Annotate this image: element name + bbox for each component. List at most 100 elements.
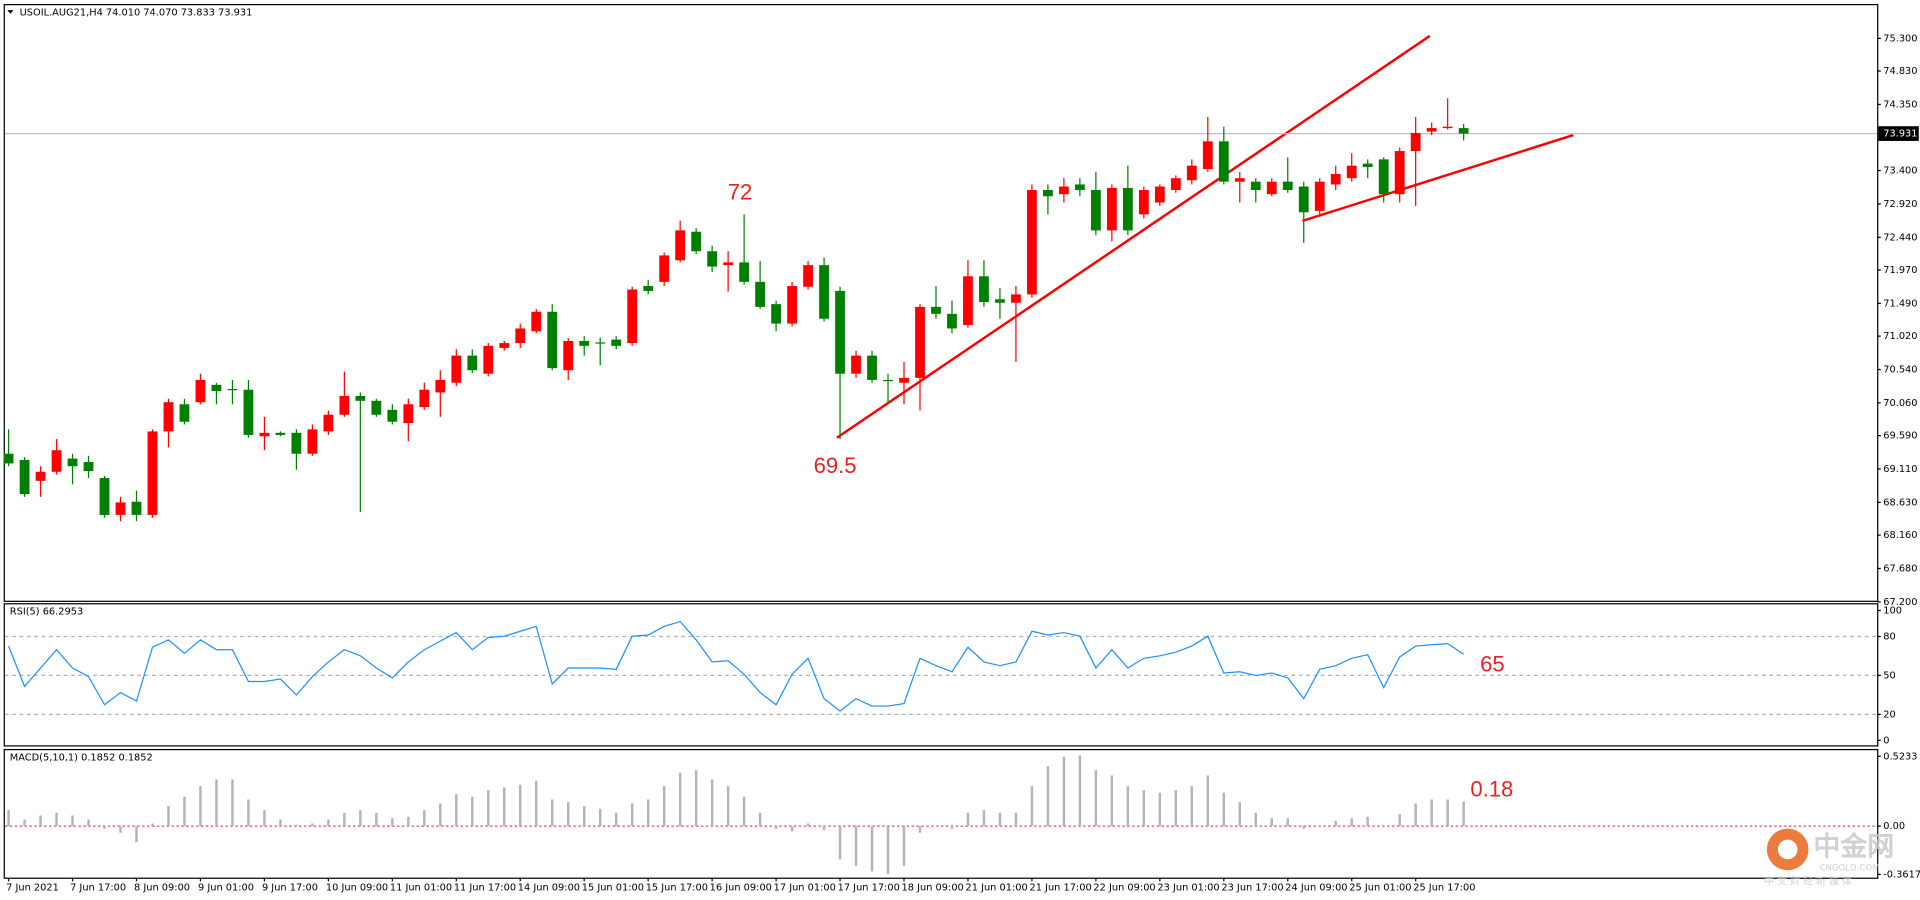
candle-body (867, 355, 877, 380)
x-tick-label: 15 Jun 17:00 (646, 882, 708, 893)
candle-body (163, 402, 174, 432)
candle-body (739, 262, 750, 282)
candle-body (851, 355, 861, 374)
candle-body (83, 462, 94, 472)
rsi-header: RSI(5) 66.2953 (10, 607, 83, 618)
candle-body (99, 478, 110, 515)
y-tick-label: 68.160 (1883, 530, 1917, 541)
candle-body (835, 290, 845, 374)
x-tick-label: 11 Jun 01:00 (390, 882, 452, 893)
candle-body (435, 379, 446, 393)
candle-body (771, 304, 781, 324)
candle-body (1282, 181, 1293, 191)
candle-body (611, 339, 622, 346)
y-tick-label: 74.830 (1883, 66, 1917, 77)
y-tick-label: 67.680 (1883, 563, 1917, 574)
menu-arrow (7, 10, 14, 14)
y-tick-label: 71.490 (1883, 298, 1917, 309)
trend-line (836, 34, 1431, 439)
y-tick-label: 73.400 (1883, 166, 1917, 177)
candle-body (675, 230, 686, 261)
rsi-line (8, 620, 1464, 712)
candle-body (515, 328, 526, 344)
candle-body (3, 453, 14, 464)
y-tick-label: 72.440 (1883, 232, 1917, 243)
x-tick-label: 16 Jun 09:00 (710, 882, 772, 893)
candle-body (531, 311, 542, 332)
candle-body (451, 355, 462, 383)
x-tick-label: 18 Jun 09:00 (902, 882, 964, 893)
candle-body (147, 431, 158, 515)
annotation: 69.5 (814, 453, 857, 478)
annotation: 0.18 (1470, 776, 1513, 801)
candle-body (1011, 294, 1021, 303)
candle-body (1043, 190, 1053, 197)
candle-body (1266, 181, 1277, 195)
candle-body (1442, 126, 1453, 129)
candle-body (1314, 181, 1325, 211)
y-tick-label: 67.200 (1883, 597, 1917, 608)
x-tick-label: 17 Jun 01:00 (774, 882, 836, 893)
candle-body (547, 311, 558, 369)
candle-body (227, 388, 238, 391)
x-tick-label: 10 Jun 09:00 (326, 882, 388, 893)
candle-body (1250, 181, 1261, 191)
x-tick-label: 24 Jun 09:00 (1285, 882, 1347, 893)
candle-body (291, 432, 302, 454)
candle-body (1106, 187, 1117, 231)
y-tick-label: 71.020 (1883, 331, 1917, 342)
candle-body (1330, 174, 1341, 185)
candle-body (883, 379, 893, 382)
candle-body (483, 345, 494, 374)
candle-body (579, 340, 590, 346)
candle-body (723, 262, 734, 266)
candle-body (1202, 141, 1213, 170)
price-header: USOIL.AUG21,H4 74.010 74.070 73.833 73.9… (20, 8, 253, 19)
candle-body (1074, 184, 1085, 191)
candle-body (1027, 190, 1037, 295)
x-tick-label: 23 Jun 01:00 (1157, 882, 1219, 893)
candle-body (787, 286, 797, 324)
x-tick-label: 14 Jun 09:00 (518, 882, 580, 893)
y-tick-label: 70.540 (1883, 365, 1917, 376)
candle-body (307, 429, 318, 454)
x-tick-label: 7 Jun 17:00 (70, 882, 126, 893)
y-tick-label: 69.590 (1883, 431, 1917, 442)
candle-body (1426, 128, 1437, 132)
y-tick-label: 72.920 (1883, 199, 1917, 210)
candle-body (1186, 165, 1197, 181)
candle-body (947, 313, 957, 329)
candle-body (323, 414, 334, 432)
candle-body (803, 265, 813, 287)
candle-body (355, 395, 366, 401)
y-tick-label: 100 (1883, 605, 1902, 616)
macd-header: MACD(5,10,1) 0.1852 0.1852 (10, 753, 153, 764)
annotation: 65 (1480, 651, 1505, 676)
current-price-box (1878, 126, 1919, 141)
y-tick-label: 68.630 (1883, 497, 1917, 508)
y-tick-label: 0.00 (1883, 821, 1905, 832)
candle-body (19, 459, 30, 495)
y-tick-label: -0.3617 (1883, 869, 1920, 880)
x-tick-label: 21 Jun 17:00 (1029, 882, 1091, 893)
y-tick-label: 71.970 (1883, 265, 1917, 276)
y-tick-label: 0.5233 (1883, 751, 1917, 762)
y-tick-label: 69.110 (1883, 464, 1917, 475)
x-tick-label: 9 Jun 01:00 (198, 882, 254, 893)
candle-body (595, 342, 606, 344)
candle-body (1059, 186, 1069, 195)
candle-body (467, 355, 478, 371)
candle-body (563, 340, 574, 371)
candle-body (819, 265, 829, 319)
candle-body (1298, 186, 1309, 213)
x-tick-label: 15 Jun 01:00 (582, 882, 644, 893)
candle-body (387, 409, 398, 422)
x-tick-label: 22 Jun 09:00 (1093, 882, 1155, 893)
candle-body (371, 400, 382, 415)
x-tick-label: 17 Jun 17:00 (838, 882, 900, 893)
candle-body (1154, 186, 1165, 203)
candle-body (243, 389, 254, 435)
candle-body (339, 395, 350, 415)
candle-body (115, 502, 126, 515)
y-tick-label: 0 (1883, 735, 1889, 746)
